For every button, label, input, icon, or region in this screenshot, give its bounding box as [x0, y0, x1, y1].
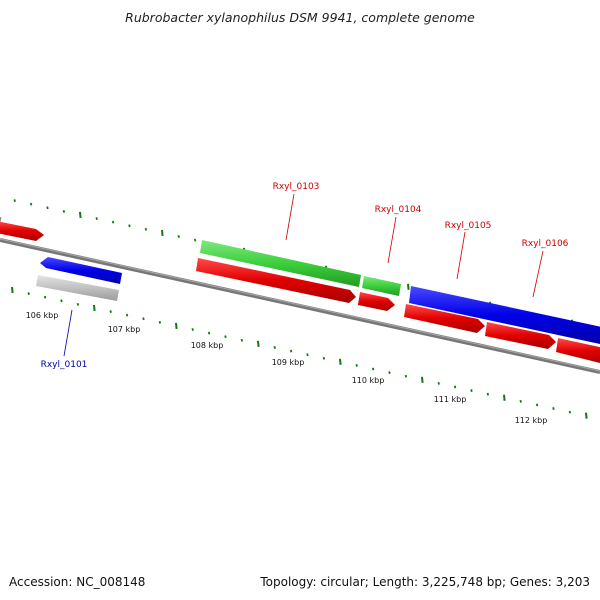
tick-lower-minor: [371, 367, 375, 371]
tick-upper-minor: [95, 217, 98, 220]
scale-label-106: 106 kbp: [26, 311, 59, 320]
leader-line-rxyl-0106: [532, 250, 544, 298]
tick-lower-minor: [568, 410, 572, 414]
tick-lower-minor: [453, 385, 457, 389]
tick-upper-minor: [128, 224, 131, 228]
tick-lower-minor: [43, 295, 47, 299]
tick-lower-minor: [535, 403, 539, 407]
tick-upper-minor: [193, 238, 197, 242]
tick-upper-major: [161, 229, 164, 237]
tick-upper-minor: [177, 235, 180, 238]
tick-upper-minor: [111, 220, 115, 224]
feature-red-2: [358, 292, 395, 311]
tick-upper-minor: [62, 209, 66, 213]
feature-red-3: [404, 304, 485, 333]
tick-row-lower: [11, 286, 588, 419]
tick-lower-minor: [142, 317, 145, 321]
scale-label-108: 108 kbp: [191, 341, 224, 350]
tick-lower-minor: [240, 338, 244, 342]
feature-green-rxyl-0104: [362, 276, 401, 296]
tick-lower-minor: [191, 328, 194, 331]
gene-label-rxyl-0104: Rxyl_0104: [375, 205, 422, 215]
leader-line-rxyl-0105: [456, 231, 466, 280]
tick-lower-major: [11, 286, 14, 294]
tick-upper-minor: [29, 202, 33, 206]
scale-label-110: 110 kbp: [352, 376, 385, 385]
tick-lower-minor: [125, 313, 129, 317]
tick-lower-minor: [76, 302, 80, 306]
feature-red-4: [485, 322, 556, 349]
tick-lower-minor: [388, 371, 391, 375]
tick-lower-minor: [322, 356, 326, 360]
leader-line-rxyl-0103: [285, 193, 295, 241]
tick-lower-major: [175, 322, 178, 330]
scale-label-112: 112 kbp: [515, 416, 548, 425]
tick-lower-minor: [306, 353, 309, 357]
tick-upper-minor: [144, 227, 148, 231]
feature-red-partial-left: [0, 221, 44, 241]
topology-text: Topology: circular; Length: 3,225,748 bp…: [259, 575, 590, 589]
tick-lower-minor: [109, 310, 112, 313]
sequence-backbone-highlight: [0, 238, 600, 372]
feature-blue-long: [409, 286, 600, 344]
tick-lower-minor: [60, 299, 63, 303]
tick-upper-minor: [46, 206, 49, 210]
tick-lower-minor: [470, 389, 473, 392]
tick-lower-minor: [437, 381, 440, 385]
tick-lower-minor: [404, 374, 408, 378]
tick-lower-minor: [519, 399, 522, 403]
tick-upper-minor: [13, 199, 16, 203]
tick-lower-minor: [158, 320, 162, 324]
map-title: Rubrobacter xylanophilus DSM 9941, compl…: [125, 10, 475, 25]
tick-lower-major: [257, 340, 260, 347]
feature-red-1: [196, 258, 356, 303]
tick-lower-minor: [224, 335, 227, 339]
sequence-backbone: [0, 238, 600, 374]
leader-line-rxyl-0104: [387, 216, 397, 264]
tick-lower-major: [503, 394, 506, 401]
scale-label-107: 107 kbp: [108, 325, 141, 334]
scale-label-109: 109 kbp: [272, 358, 305, 367]
tick-lower-minor: [289, 349, 293, 353]
gene-label-rxyl-0105: Rxyl_0105: [445, 221, 492, 231]
tick-lower-minor: [273, 346, 276, 349]
tick-lower-minor: [355, 364, 358, 367]
tick-lower-major: [93, 304, 96, 312]
tick-lower-minor: [27, 292, 30, 296]
tick-lower-minor: [552, 407, 555, 410]
tick-upper-major: [407, 283, 410, 290]
gene-label-rxyl-0103: Rxyl_0103: [273, 182, 320, 192]
feature-green-rxyl-0103: [200, 240, 361, 287]
tick-lower-major: [339, 358, 342, 365]
tick-lower-major: [585, 412, 588, 419]
tick-lower-minor: [207, 331, 211, 335]
leader-line-rxyl-0101: [63, 309, 73, 357]
gene-label-rxyl-0106: Rxyl_0106: [522, 239, 569, 249]
tick-lower-minor: [486, 392, 490, 396]
feature-red-5: [556, 338, 600, 363]
tick-upper-major: [79, 211, 82, 219]
tick-lower-major: [421, 376, 424, 383]
feature-light-gray: [36, 275, 119, 301]
gene-label-rxyl-0101: Rxyl_0101: [41, 360, 88, 370]
accession-text: Accession: NC_008148: [9, 575, 145, 589]
scale-label-111: 111 kbp: [434, 395, 467, 404]
feature-blue-rxyl-0101: [40, 257, 122, 284]
